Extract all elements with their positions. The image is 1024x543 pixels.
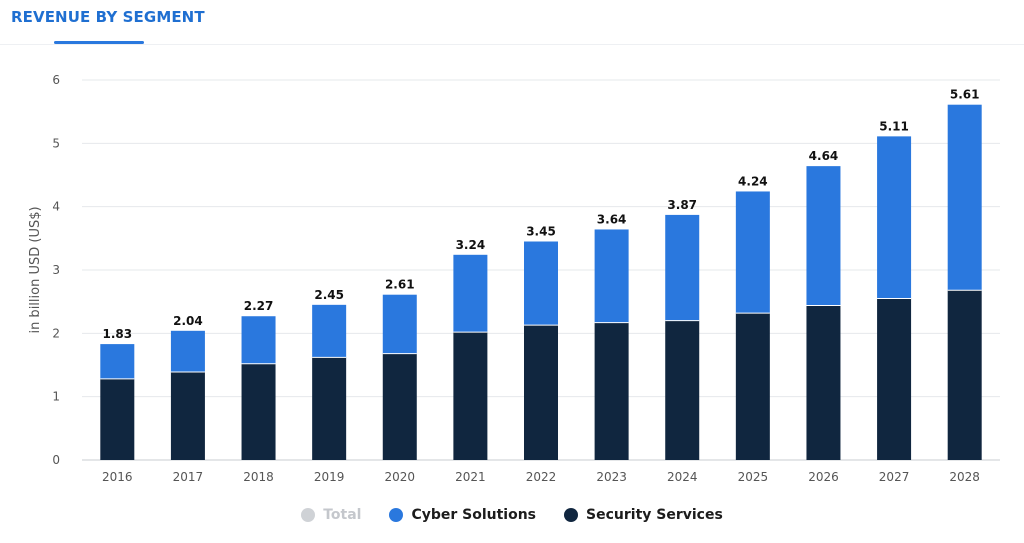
data-label-total: 5.11 — [879, 119, 909, 133]
bar-security-services[interactable] — [947, 290, 982, 460]
legend-item-total[interactable]: Total — [301, 507, 361, 523]
legend-dot-icon — [389, 508, 404, 522]
x-tick-label: 2027 — [879, 470, 910, 484]
bar-cyber-solutions[interactable] — [170, 330, 205, 372]
data-label-total: 2.27 — [244, 299, 274, 313]
y-tick-label: 4 — [52, 200, 60, 214]
legend-dot-icon — [564, 508, 579, 522]
bar-cyber-solutions[interactable] — [806, 166, 841, 306]
y-tick-label: 6 — [52, 73, 60, 87]
bar-security-services[interactable] — [665, 320, 700, 460]
bar-cyber-solutions[interactable] — [100, 344, 135, 379]
chart-header: REVENUE BY SEGMENT — [0, 0, 1024, 45]
legend-label: Cyber Solutions — [411, 507, 537, 523]
x-tick-label: 2025 — [738, 470, 769, 484]
bar-cyber-solutions[interactable] — [382, 294, 417, 354]
x-tick-label: 2024 — [667, 470, 698, 484]
x-tick-label: 2028 — [949, 470, 980, 484]
data-label-total: 5.61 — [950, 88, 980, 102]
y-tick-label: 3 — [52, 263, 60, 277]
bar-security-services[interactable] — [100, 378, 135, 460]
x-tick-label: 2023 — [596, 470, 627, 484]
data-label-total: 3.87 — [667, 198, 697, 212]
bar-security-services[interactable] — [735, 313, 770, 460]
bar-security-services[interactable] — [241, 363, 276, 460]
y-axis-label: in billion USD (US$) — [28, 206, 43, 333]
bar-security-services[interactable] — [382, 353, 417, 460]
bar-security-services[interactable] — [312, 357, 347, 460]
bar-security-services[interactable] — [877, 298, 912, 461]
y-tick-label: 1 — [52, 390, 60, 404]
legend-label: Total — [323, 507, 362, 523]
legend-item-cyber-solutions[interactable]: Cyber Solutions — [389, 507, 536, 523]
bar-cyber-solutions[interactable] — [312, 304, 347, 358]
y-tick-label: 5 — [52, 136, 60, 150]
bar-cyber-solutions[interactable] — [947, 104, 982, 291]
bar-cyber-solutions[interactable] — [594, 229, 629, 323]
x-tick-label: 2026 — [808, 470, 839, 484]
bar-cyber-solutions[interactable] — [735, 191, 770, 314]
stacked-bar-chart: 0 1 2 3 4 5 6 in billion USD (US$) 1.83 2016 2.04 2… — [28, 73, 1000, 484]
x-tick-label: 2017 — [173, 470, 204, 484]
bar-security-services[interactable] — [170, 371, 205, 460]
x-tick-label: 2020 — [384, 470, 415, 484]
bar-security-services[interactable] — [594, 322, 629, 460]
data-label-total: 3.64 — [597, 212, 627, 226]
data-label-total: 2.04 — [173, 314, 203, 328]
bar-cyber-solutions[interactable] — [665, 214, 700, 321]
y-tick-label: 2 — [52, 326, 60, 340]
legend-item-security-services[interactable]: Security Services — [564, 507, 723, 523]
bar-cyber-solutions[interactable] — [524, 241, 558, 326]
data-label-total: 4.24 — [738, 174, 768, 188]
tab-revenue-by-segment[interactable]: REVENUE BY SEGMENT — [11, 8, 205, 26]
chart-legend: Total Cyber Solutions Security Services — [0, 504, 1024, 526]
legend-label: Security Services — [586, 507, 723, 523]
active-tab-indicator — [54, 41, 144, 44]
x-tick-label: 2021 — [455, 470, 486, 484]
x-tick-label: 2016 — [102, 470, 133, 484]
bar-cyber-solutions[interactable] — [877, 136, 912, 299]
x-tick-label: 2019 — [314, 470, 345, 484]
bar-cyber-solutions[interactable] — [241, 316, 276, 364]
data-label-total: 3.45 — [526, 225, 556, 239]
x-tick-label: 2018 — [243, 470, 274, 484]
bar-security-services[interactable] — [524, 325, 558, 460]
bar-cyber-solutions[interactable] — [453, 254, 488, 333]
bar-security-services[interactable] — [806, 305, 841, 460]
data-label-total: 2.45 — [314, 288, 344, 302]
data-label-total: 2.61 — [385, 278, 415, 292]
data-label-total: 4.64 — [809, 149, 839, 163]
legend-dot-icon — [301, 508, 316, 522]
data-label-total: 1.83 — [103, 327, 133, 341]
x-tick-label: 2022 — [526, 470, 557, 484]
bar-security-services[interactable] — [453, 332, 488, 460]
data-label-total: 3.24 — [456, 238, 486, 252]
y-tick-label: 0 — [52, 453, 60, 467]
